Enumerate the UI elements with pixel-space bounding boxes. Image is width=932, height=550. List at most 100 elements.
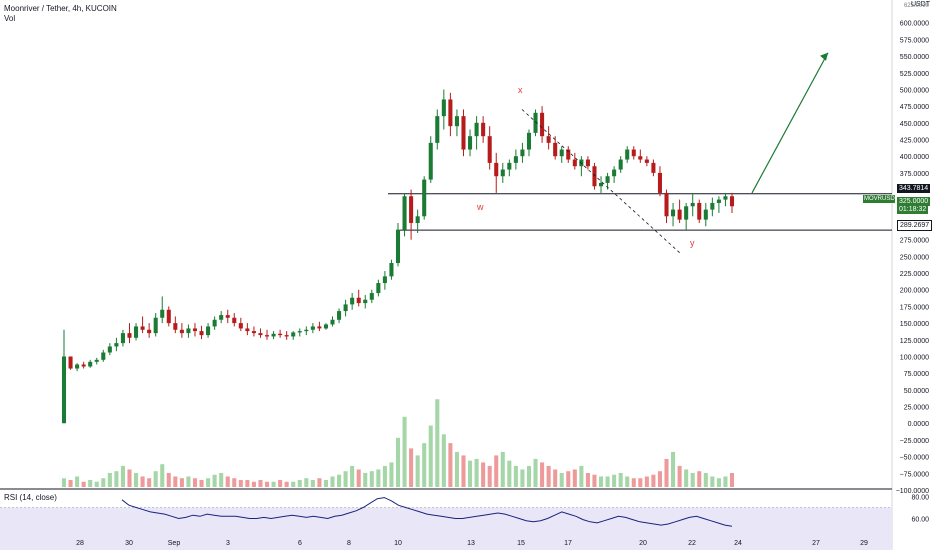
volume-bar: [127, 469, 132, 487]
rsi-band: [0, 507, 892, 550]
candle-body: [697, 202, 702, 220]
volume-bar: [533, 458, 538, 487]
volume-bar: [212, 474, 217, 487]
candle-body: [631, 149, 636, 157]
candle-body: [703, 209, 708, 220]
price-axis-label: 550.0000: [900, 54, 929, 61]
price-axis-label: 375.0000: [900, 171, 929, 178]
volume-bar: [271, 481, 276, 488]
countdown-tag: 01:18:32: [897, 205, 929, 214]
candle-body: [513, 156, 518, 163]
time-axis-label: 27: [812, 540, 820, 547]
volume-bar: [415, 455, 420, 487]
volume-bar: [264, 481, 270, 488]
symbol-header[interactable]: Moonriver / Tether, 4h, KUCOIN: [4, 4, 117, 13]
volume-bar: [651, 474, 656, 487]
candle-body: [605, 176, 610, 183]
price-axis-label: 500.0000: [900, 87, 929, 94]
price-axis-label: 75.0000: [904, 371, 929, 378]
candle-body: [566, 149, 571, 160]
candle-body: [88, 361, 93, 367]
volume-bar: [448, 443, 453, 488]
rsi-axis-label: 80.00: [911, 495, 929, 502]
volume-bar: [350, 465, 355, 487]
volume-bar: [225, 476, 230, 487]
candle-body: [638, 156, 643, 160]
candle-body: [284, 335, 289, 337]
candle-body: [330, 319, 335, 325]
candle-body: [297, 331, 302, 333]
volume-bar: [297, 479, 302, 487]
candle-body: [664, 192, 669, 217]
candle-body: [441, 99, 446, 117]
candle-body: [651, 162, 656, 173]
volume-bar: [513, 465, 518, 487]
volume-bar: [638, 478, 643, 488]
candle-body: [107, 346, 112, 353]
candle-body: [468, 136, 473, 150]
volume-bar: [153, 471, 158, 487]
volume-label[interactable]: Vol: [4, 14, 16, 23]
candle-body: [592, 166, 597, 187]
volume-bar: [107, 472, 112, 487]
resistance-price-tag: 343.7814: [897, 184, 931, 193]
candle-body: [533, 112, 538, 133]
candle-body: [317, 326, 322, 329]
rsi-title[interactable]: RSI (14, close): [4, 493, 57, 502]
candle-body: [481, 122, 486, 137]
candle-body: [690, 202, 695, 207]
volume-bar: [684, 469, 689, 487]
price-axis-label: 475.0000: [900, 104, 929, 111]
candle-body: [120, 333, 125, 344]
volume-bar: [494, 455, 499, 487]
price-axis-label: 125.0000: [900, 338, 929, 345]
volume-bar: [343, 471, 348, 487]
volume-bar: [186, 476, 191, 487]
candle-body: [448, 99, 453, 127]
volume-bar: [710, 476, 715, 487]
price-axis-label: 525.0000: [900, 71, 929, 78]
price-axis-label: 150.0000: [900, 321, 929, 328]
price-axis-label: 425.0000: [900, 138, 929, 145]
volume-bar: [703, 472, 708, 487]
candle-body: [716, 199, 721, 203]
volume-bar: [94, 481, 99, 488]
volume-bar: [585, 472, 590, 487]
volume-bar: [134, 472, 139, 487]
candle-body: [94, 359, 99, 362]
price-axis-label: −100.0000: [896, 488, 929, 495]
price-axis-label: −50.0000: [900, 455, 929, 462]
candle-body: [540, 112, 545, 137]
volume-bar: [389, 462, 394, 487]
price-axis-label: 400.0000: [900, 154, 929, 161]
volume-bar: [337, 474, 342, 487]
wave-x-label: x: [518, 85, 523, 95]
wave-w-label: w: [477, 202, 484, 212]
volume-bar: [500, 451, 505, 487]
candle-body: [212, 319, 217, 327]
volume-bar: [323, 479, 328, 487]
candle-body: [173, 323, 178, 330]
candle-body: [160, 309, 165, 318]
volume-bar: [487, 465, 492, 487]
candle-body: [526, 132, 532, 150]
rsi-line: [121, 497, 733, 527]
candle-body: [186, 328, 191, 334]
volume-bar: [546, 465, 551, 487]
volume-bar: [310, 479, 315, 487]
volume-bar: [481, 462, 486, 487]
volume-bar: [729, 472, 735, 487]
candle-body: [376, 283, 381, 294]
time-axis-label: 28: [76, 540, 84, 547]
time-axis-label: 17: [564, 540, 572, 547]
time-axis-label: 24: [734, 540, 742, 547]
time-axis-label: 10: [394, 540, 402, 547]
candle-body: [232, 317, 237, 324]
candle-body: [199, 331, 204, 336]
candle-body: [723, 196, 728, 200]
candle-body: [245, 328, 250, 332]
volume-bar: [173, 476, 178, 487]
price-axis-label: −25.0000: [900, 438, 929, 445]
time-axis-label: 20: [639, 540, 647, 547]
